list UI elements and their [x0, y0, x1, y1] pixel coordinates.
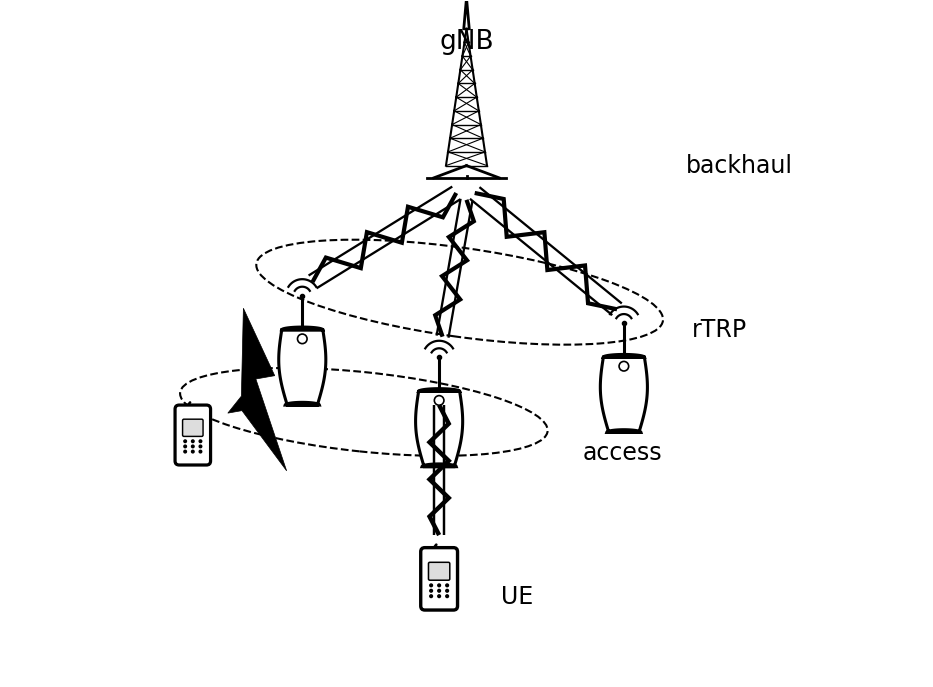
Circle shape [184, 440, 187, 442]
Polygon shape [415, 389, 463, 466]
FancyBboxPatch shape [421, 548, 457, 610]
Text: backhaul: backhaul [686, 154, 792, 178]
Circle shape [446, 589, 449, 592]
Circle shape [298, 334, 307, 344]
Text: access: access [583, 441, 662, 465]
FancyBboxPatch shape [428, 562, 450, 581]
Circle shape [191, 450, 194, 453]
Circle shape [430, 595, 433, 598]
Polygon shape [228, 308, 286, 471]
Circle shape [430, 589, 433, 592]
Text: UE: UE [501, 585, 533, 609]
Circle shape [620, 361, 629, 371]
Circle shape [438, 589, 440, 592]
Text: gNB: gNB [439, 30, 494, 56]
Circle shape [191, 445, 194, 448]
Text: rTRP: rTRP [692, 318, 747, 342]
Circle shape [438, 595, 440, 598]
FancyBboxPatch shape [175, 405, 211, 465]
FancyBboxPatch shape [183, 419, 203, 436]
Circle shape [184, 445, 187, 448]
Circle shape [446, 584, 449, 587]
Circle shape [435, 396, 444, 405]
Circle shape [446, 595, 449, 598]
Polygon shape [279, 327, 326, 405]
Circle shape [199, 450, 202, 453]
Circle shape [430, 584, 433, 587]
Circle shape [184, 450, 187, 453]
Circle shape [438, 584, 440, 587]
Circle shape [199, 440, 202, 442]
Polygon shape [600, 354, 648, 432]
Circle shape [191, 440, 194, 442]
Circle shape [199, 445, 202, 448]
